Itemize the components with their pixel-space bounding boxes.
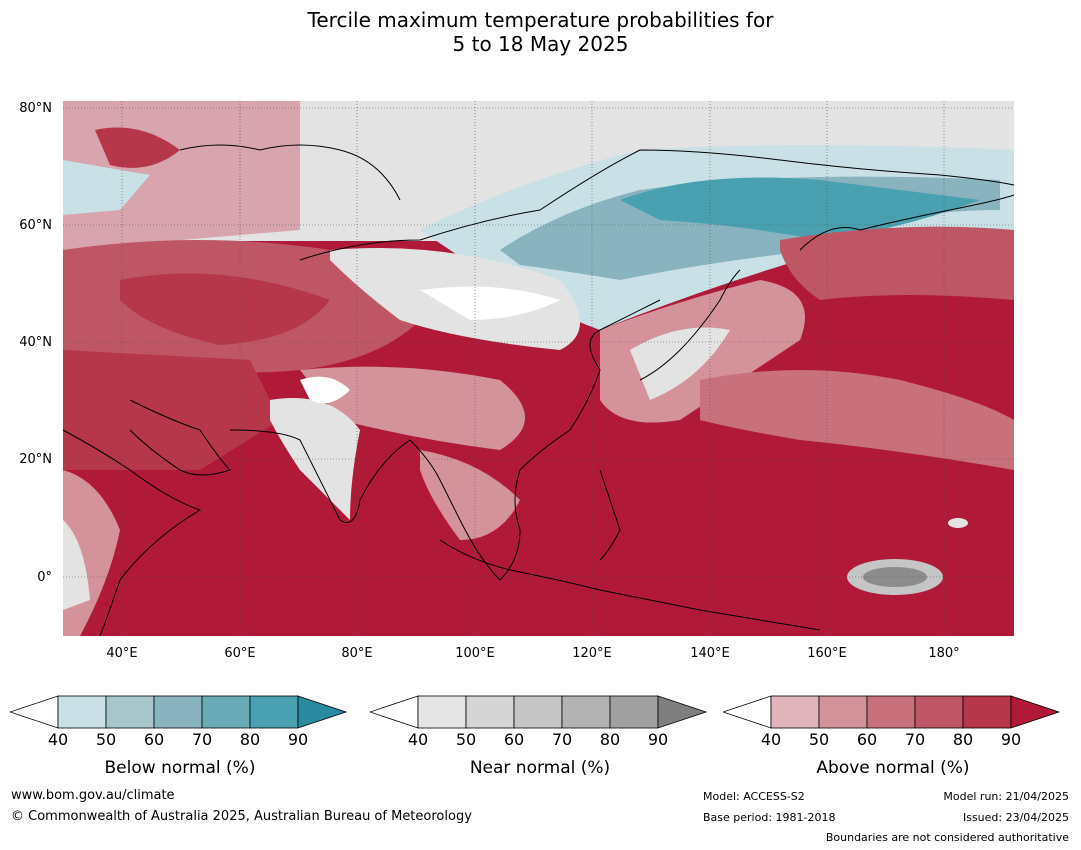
colorbar-tick-label: 50 [809,730,829,749]
colorbar-tick-label: 40 [761,730,781,749]
chart-title: Tercile maximum temperature probabilitie… [0,8,1081,56]
colorbar-swatch [561,695,611,729]
colorbar-label-above: Above normal (%) [816,758,970,778]
colorbar-tick-label: 50 [96,730,116,749]
lon-label: 100°E [455,646,495,661]
colorbar-swatch [962,695,1012,729]
lat-label: 40°N [19,335,52,350]
colorbar-near-normal: 40 50 60 70 80 90 [370,695,708,749]
colorbar-tick-label: 80 [240,730,260,749]
colorbar-tick-label: 50 [456,730,476,749]
colorbar-tick-label: 80 [953,730,973,749]
colorbar-tick-label: 40 [408,730,428,749]
colorbar-swatch [249,695,299,729]
footer-url[interactable]: www.bom.gov.au/climate [11,788,175,803]
colorbar-swatch [866,695,916,729]
colorbar-swatch [297,695,348,729]
colorbar-swatch [657,695,708,729]
footer-model: Model: ACCESS-S2 [703,790,805,803]
colorbar-swatch [153,695,203,729]
colorbar-min-extend [723,695,772,729]
colorbar-tick-label: 90 [288,730,308,749]
colorbar-tick-label: 80 [600,730,620,749]
colorbar-swatch [914,695,964,729]
colorbar-tick-label: 60 [144,730,164,749]
colorbar-swatch [417,695,467,729]
colorbar-tick-label: 70 [192,730,212,749]
colorbar-below-normal: 40 50 60 70 80 90 [10,695,348,749]
colorbar-swatch [465,695,515,729]
colorbar-label-near: Near normal (%) [469,758,611,778]
lon-labels: 40°E 60°E 80°E 100°E 120°E 140°E 160°E 1… [106,646,959,661]
colorbar-tick-label: 90 [1001,730,1021,749]
colorbar-swatch [201,695,251,729]
lat-label: 60°N [19,218,52,233]
lat-label: 0° [37,570,52,585]
lon-label: 40°E [106,646,137,661]
colorbar-tick-label: 60 [857,730,877,749]
graticule [63,101,1014,636]
probability-map[interactable]: 80°N 60°N 40°N 20°N 0° 40°E 60°E 80°E 10… [0,0,1081,690]
colorbar-swatch [609,695,659,729]
footer-base-period: Base period: 1981-2018 [703,811,836,824]
colorbar-min-extend [10,695,59,729]
colorbar-above-normal: 40 50 60 70 80 90 [723,695,1061,749]
footer-boundaries: Boundaries are not considered authoritat… [825,831,1069,844]
lon-label: 120°E [572,646,612,661]
lon-label: 140°E [690,646,730,661]
lon-label: 80°E [341,646,372,661]
title-line-1: Tercile maximum temperature probabilitie… [307,8,774,32]
lon-label: 180° [928,646,959,661]
colorbar-swatch [105,695,155,729]
colorbar-swatch [770,695,820,729]
lon-label: 160°E [807,646,847,661]
colorbar-tick-label: 70 [905,730,925,749]
colorbar-tick-label: 70 [552,730,572,749]
colorbar-swatch [513,695,563,729]
footer-copyright: © Commonwealth of Australia 2025, Austra… [11,809,472,824]
colorbar-tick-label: 40 [48,730,68,749]
lon-label: 60°E [224,646,255,661]
colorbar-label-below: Below normal (%) [104,758,256,778]
colorbar-swatch [57,695,107,729]
title-line-2: 5 to 18 May 2025 [452,32,629,56]
lat-label: 80°N [19,101,52,116]
colorbar-min-extend [370,695,419,729]
lat-labels: 80°N 60°N 40°N 20°N 0° [19,101,52,585]
colorbar-swatch [818,695,868,729]
map-fill [63,101,1014,636]
colorbar-swatch [1010,695,1061,729]
colorbar-tick-label: 90 [648,730,668,749]
lat-label: 20°N [19,452,52,467]
coastlines [63,144,1014,636]
footer-issued: Issued: 23/04/2025 [962,811,1069,824]
footer-model-run: Model run: 21/04/2025 [943,790,1069,803]
colorbar-tick-label: 60 [504,730,524,749]
